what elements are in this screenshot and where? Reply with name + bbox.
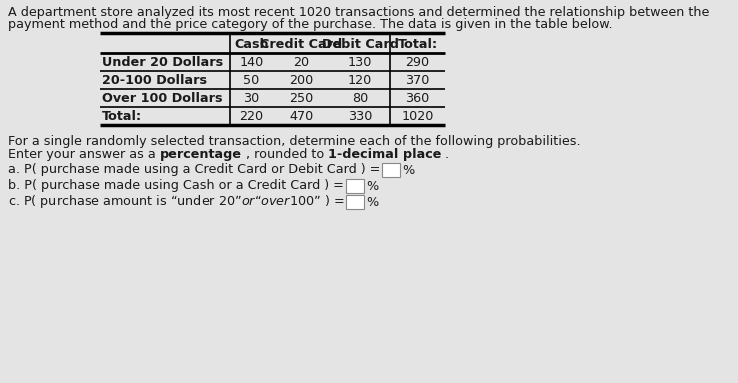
- Text: %: %: [367, 195, 379, 208]
- Bar: [346, 195, 365, 209]
- Text: 250: 250: [289, 92, 314, 105]
- Text: %: %: [402, 164, 415, 177]
- Text: 360: 360: [405, 92, 430, 105]
- Text: Over 100 Dollars: Over 100 Dollars: [102, 92, 222, 105]
- Text: For a single randomly selected transaction, determine each of the following prob: For a single randomly selected transacti…: [8, 135, 581, 148]
- Text: 330: 330: [348, 110, 372, 123]
- Text: 1-decimal place: 1-decimal place: [328, 148, 441, 161]
- Text: 1020: 1020: [401, 110, 434, 123]
- Bar: [346, 179, 364, 193]
- Text: Debit Card: Debit Card: [322, 38, 399, 51]
- Text: A department store analyzed its most recent 1020 transactions and determined the: A department store analyzed its most rec…: [8, 6, 709, 19]
- Text: .: .: [441, 148, 449, 161]
- Bar: [382, 163, 401, 177]
- Text: 20: 20: [294, 56, 309, 69]
- Text: Total:: Total:: [102, 110, 142, 123]
- Text: Under 20 Dollars: Under 20 Dollars: [102, 56, 223, 69]
- Text: 80: 80: [352, 92, 368, 105]
- Text: 50: 50: [244, 74, 260, 87]
- Text: 470: 470: [289, 110, 314, 123]
- Text: a. P( purchase made using a Credit Card or Debit Card ) =: a. P( purchase made using a Credit Card …: [8, 164, 380, 177]
- Text: Credit Card: Credit Card: [261, 38, 342, 51]
- Text: percentage: percentage: [159, 148, 242, 161]
- Text: 370: 370: [405, 74, 430, 87]
- Text: 130: 130: [348, 56, 372, 69]
- Text: 20-100 Dollars: 20-100 Dollars: [102, 74, 207, 87]
- Text: , rounded to: , rounded to: [242, 148, 328, 161]
- Text: 120: 120: [348, 74, 372, 87]
- Text: 290: 290: [405, 56, 430, 69]
- Text: payment method and the price category of the purchase. The data is given in the : payment method and the price category of…: [8, 18, 613, 31]
- Text: c. P( purchase amount is “under $20” or “over $100” ) =: c. P( purchase amount is “under $20” or …: [8, 193, 345, 211]
- Text: Enter your answer as a: Enter your answer as a: [8, 148, 159, 161]
- Text: Total:: Total:: [398, 38, 438, 51]
- Text: 220: 220: [239, 110, 263, 123]
- Text: b. P( purchase made using Cash or a Credit Card ) =: b. P( purchase made using Cash or a Cred…: [8, 180, 344, 193]
- Text: %: %: [366, 180, 378, 193]
- Text: 30: 30: [244, 92, 260, 105]
- Text: 140: 140: [239, 56, 263, 69]
- Text: 200: 200: [289, 74, 314, 87]
- Text: Cash: Cash: [234, 38, 269, 51]
